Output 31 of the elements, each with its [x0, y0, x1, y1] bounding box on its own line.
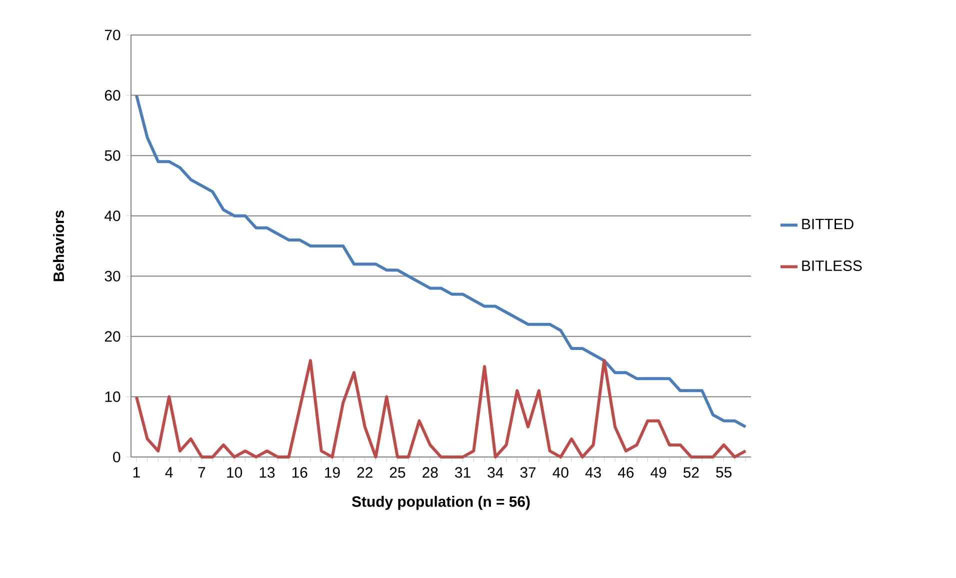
x-tick-label: 7	[198, 467, 206, 478]
y-tick-label: 20	[104, 331, 120, 342]
legend-label: BITLESS	[802, 260, 862, 271]
x-tick-label: 19	[325, 467, 340, 478]
y-tick-label: 50	[104, 150, 120, 161]
x-tick-label: 22	[357, 467, 372, 478]
x-tick-label: 52	[683, 467, 699, 478]
y-axis-title: Behaviors	[53, 210, 64, 282]
x-tick-label: 13	[260, 467, 275, 478]
y-tick-label: 70	[104, 30, 120, 40]
x-tick-label: 46	[618, 467, 634, 478]
y-tick-label: 0	[113, 452, 120, 462]
y-tick-label: 30	[104, 270, 120, 282]
x-tick-label: 28	[422, 467, 438, 478]
x-tick-label: 37	[520, 467, 536, 478]
x-axis-title: Study population (n = 56)	[352, 496, 530, 510]
x-tick-label: 10	[227, 467, 242, 478]
x-tick-label: 4	[165, 467, 173, 478]
x-tick-label: 1	[133, 467, 140, 478]
y-tick-label: 10	[105, 391, 120, 402]
x-tick-label: 25	[390, 467, 406, 478]
legend-label: BITTED	[802, 218, 854, 230]
x-tick-label: 16	[292, 467, 308, 478]
x-tick-label: 34	[488, 467, 504, 478]
x-tick-label: 40	[552, 467, 568, 478]
y-tick-label: 40	[104, 210, 120, 222]
x-tick-label: 49	[650, 467, 666, 478]
x-tick-label: 43	[585, 467, 601, 478]
y-tick-label: 60	[104, 90, 120, 101]
x-tick-label: 31	[455, 467, 470, 478]
x-tick-label: 55	[716, 467, 732, 478]
